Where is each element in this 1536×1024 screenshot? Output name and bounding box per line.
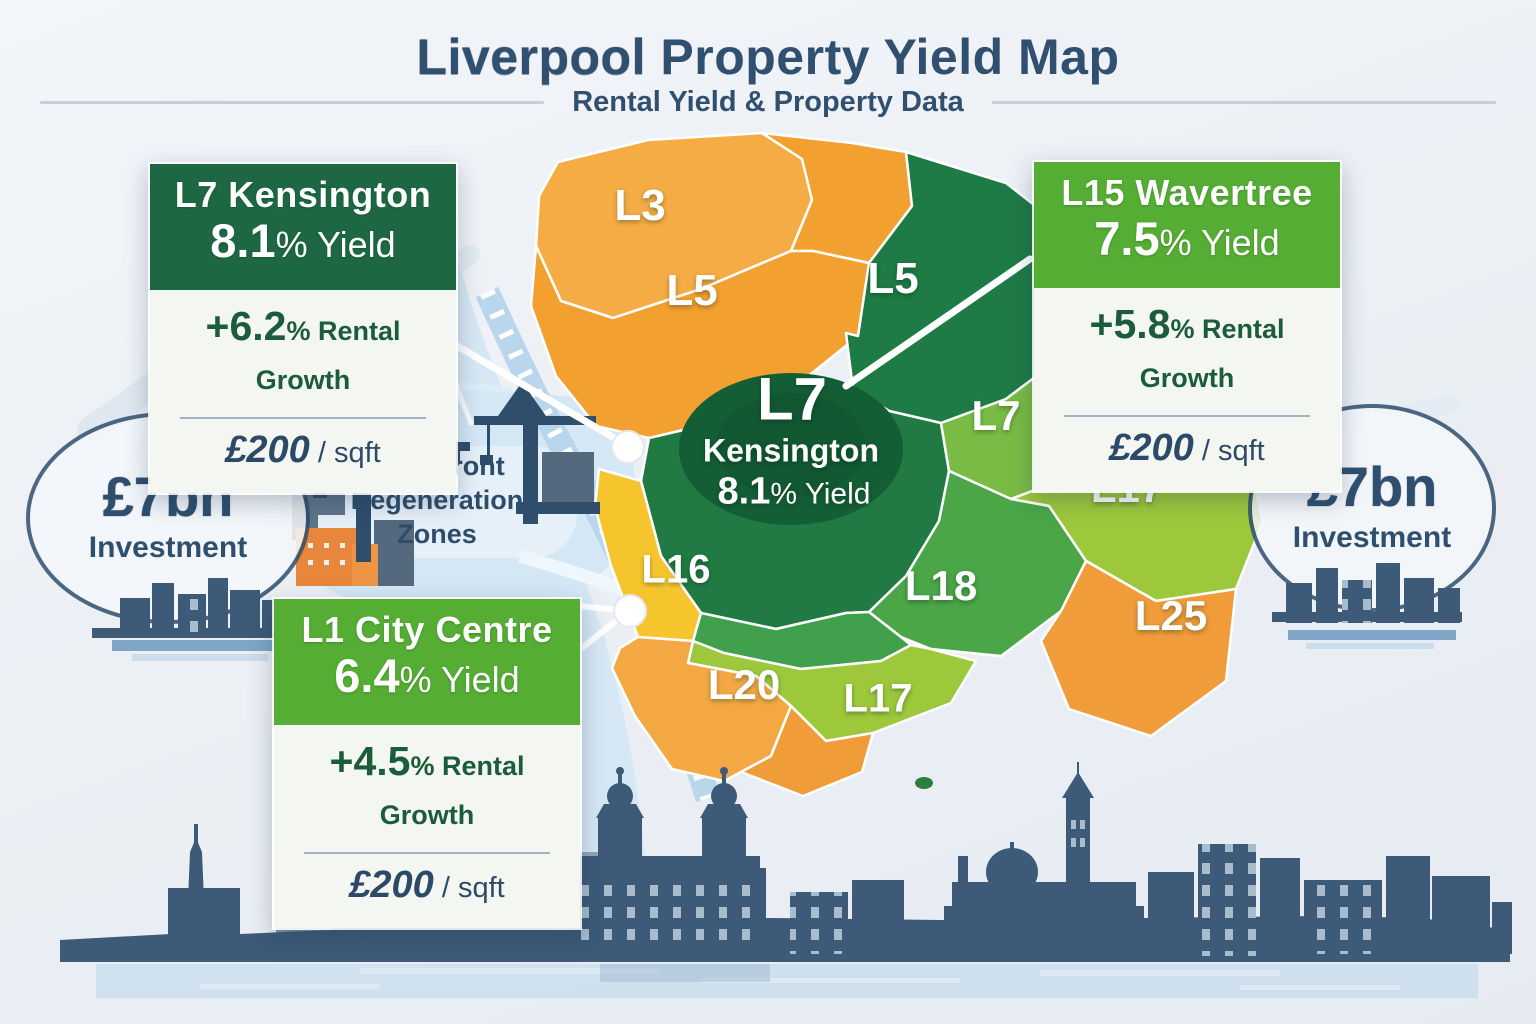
callout-l15-wavertree: L15 Wavertree 7.5% Yield +5.8% Rental Gr… [1032, 160, 1342, 493]
callout-l15-growth: +5.8% Rental Growth [1044, 302, 1330, 405]
callout-l15-growth-value: +5.8 [1089, 301, 1171, 347]
callout-l1-divider [304, 852, 550, 854]
callout-l15-header: L15 Wavertree 7.5% Yield [1034, 162, 1340, 288]
callout-l1-city-centre: L1 City Centre 6.4% Yield +4.5% Rental G… [272, 597, 582, 930]
callout-l1-yield-suffix: % Yield [399, 659, 520, 700]
callout-l7-yield-value: 8.1 [210, 214, 276, 267]
district-label-l5-east: L5 [867, 254, 919, 303]
callout-l15-price-value: £200 [1109, 427, 1194, 469]
callout-l1-price: £200 / sqft [284, 864, 570, 914]
callout-l1-price-suffix: / sqft [433, 872, 505, 904]
callout-l7-growth: +6.2% Rental Growth [160, 304, 446, 407]
district-l25 [1039, 559, 1238, 738]
callout-l7-price-value: £200 [225, 429, 310, 471]
callout-l15-yield-value: 7.5 [1094, 212, 1160, 265]
callout-l15-price: £200 / sqft [1044, 427, 1330, 477]
callout-l7-body: +6.2% Rental Growth £200 / sqft [150, 290, 456, 493]
district-label-l5-west: L5 [666, 266, 718, 315]
callout-l15-divider [1064, 415, 1310, 417]
district-label-l20: L20 [707, 661, 781, 708]
page-title-bold: Liverpool [416, 29, 646, 85]
callout-l7-name: L7 Kensington [174, 174, 432, 215]
district-label-l18: L18 [904, 562, 978, 609]
district-label-l25: L25 [1134, 592, 1208, 639]
district-label-l7-east: L7 [971, 392, 1021, 439]
callout-l7-kensington: L7 Kensington 8.1% Yield +6.2% Rental Gr… [148, 162, 458, 495]
district-label-l7-yield-value: 8.1 [717, 470, 771, 513]
callout-l1-growth-value: +4.5 [329, 738, 411, 784]
callout-l7-header: L7 Kensington 8.1% Yield [150, 164, 456, 290]
district-label-l3: L3 [614, 181, 666, 230]
callout-l7-growth-suffix: % Rental Growth [255, 316, 401, 395]
callout-l7-growth-value: +6.2 [205, 303, 287, 349]
crane-icon-2 [474, 382, 596, 524]
callout-l7-yield: 8.1% Yield [156, 216, 450, 278]
district-label-l7-yield-suffix: % Yield [770, 477, 871, 511]
callout-l15-name: L15 Wavertree [1061, 172, 1313, 213]
callout-l1-yield-value: 6.4 [334, 649, 400, 702]
district-label-l7-main: L7 [756, 365, 828, 433]
district-label-l7-name: Kensington [703, 432, 879, 469]
callout-l1-name: L1 City Centre [301, 609, 553, 650]
investment-label-right: Investment [1292, 521, 1452, 554]
page-title-rest: Property Yield Map [660, 29, 1120, 85]
callout-l1-price-value: £200 [349, 864, 434, 906]
subtitle-row: Rental Yield & Property Data [40, 86, 1496, 119]
district-label-l16: L16 [641, 547, 711, 592]
callout-l1-header: L1 City Centre 6.4% Yield [274, 599, 580, 725]
callout-l15-yield: 7.5% Yield [1040, 214, 1334, 276]
callout-l7-price: £200 / sqft [160, 429, 446, 479]
subtitle-divider-right [991, 101, 1496, 104]
callout-l1-growth: +4.5% Rental Growth [284, 739, 570, 842]
leader-dots [611, 430, 647, 628]
callout-l1-body: +4.5% Rental Growth £200 / sqft [274, 725, 580, 928]
district-l18 [867, 469, 1088, 658]
district-orange-tail [739, 704, 875, 798]
subtitle-divider-left [40, 101, 545, 104]
callout-l7-divider [180, 417, 426, 419]
waterfront-line3: Zones [397, 519, 477, 549]
l7-core-highlight [679, 373, 903, 525]
district-label-l17-south: L17 [843, 676, 913, 721]
callout-l15-price-suffix: / sqft [1193, 435, 1265, 467]
callout-l7-yield-suffix: % Yield [275, 224, 396, 265]
callout-l1-growth-suffix: % Rental Growth [379, 751, 525, 830]
callout-l1-yield: 6.4% Yield [280, 651, 574, 713]
green-island [915, 777, 933, 789]
callout-l15-yield-suffix: % Yield [1159, 222, 1280, 263]
callout-l7-price-suffix: / sqft [309, 437, 381, 469]
investment-label-left: Investment [88, 531, 248, 564]
page-subtitle: Rental Yield & Property Data [572, 86, 964, 118]
callout-l15-body: +5.8% Rental Growth £200 / sqft [1034, 288, 1340, 491]
callout-l15-growth-suffix: % Rental Growth [1139, 314, 1285, 393]
district-label-l7-yield: 8.1% Yield [718, 471, 871, 514]
page-title: Liverpool Property Yield Map [0, 28, 1536, 86]
